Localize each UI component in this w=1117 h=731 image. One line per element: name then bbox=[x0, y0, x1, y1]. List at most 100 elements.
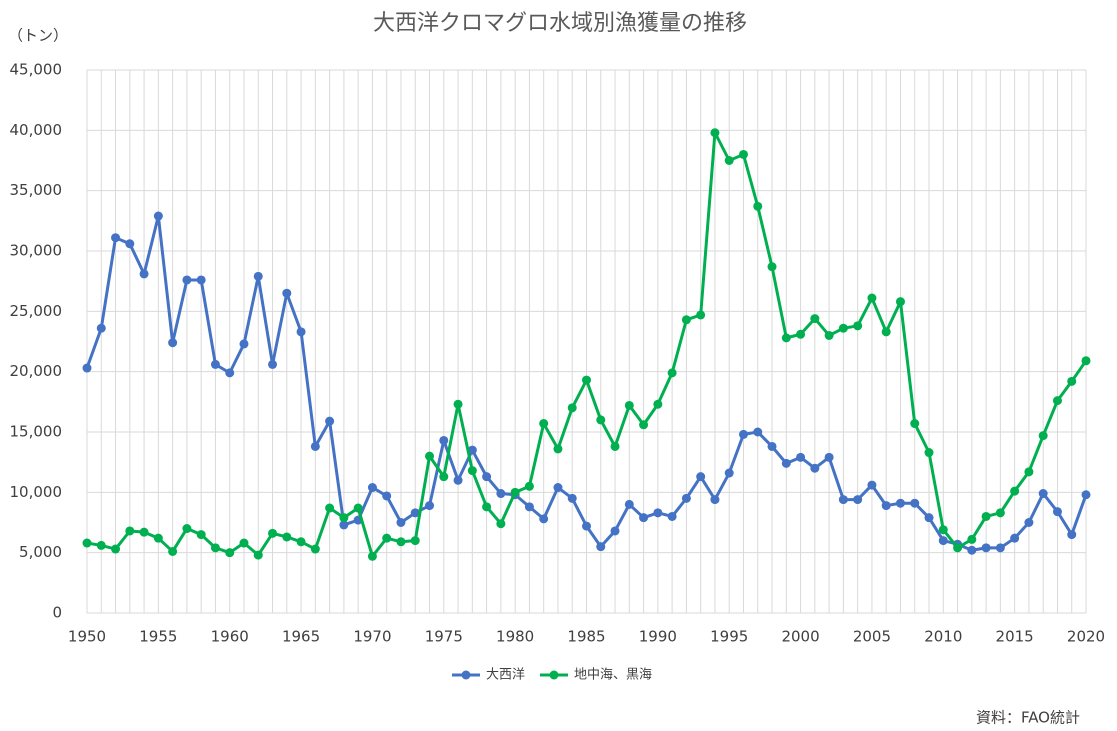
point bbox=[253, 271, 263, 281]
point bbox=[967, 534, 977, 544]
point bbox=[1081, 356, 1091, 366]
legend-marker bbox=[461, 670, 471, 680]
point bbox=[482, 472, 492, 482]
point bbox=[1067, 530, 1077, 540]
point bbox=[1024, 518, 1034, 527]
point bbox=[482, 502, 492, 512]
point bbox=[539, 419, 549, 429]
point bbox=[995, 543, 1005, 553]
point bbox=[396, 537, 406, 547]
point bbox=[153, 533, 163, 543]
legend-label: 地中海、黒海 bbox=[574, 668, 652, 683]
point bbox=[339, 520, 349, 530]
x-tick-label: 1970 bbox=[353, 628, 391, 646]
point bbox=[125, 239, 135, 249]
point bbox=[510, 487, 520, 497]
point bbox=[924, 448, 934, 458]
point bbox=[168, 546, 178, 556]
x-tick-label: 1960 bbox=[211, 628, 249, 646]
point bbox=[182, 524, 192, 534]
x-tick-label: 2010 bbox=[924, 628, 962, 646]
point bbox=[339, 513, 349, 523]
point bbox=[910, 419, 920, 429]
point bbox=[253, 550, 263, 560]
point bbox=[867, 480, 877, 490]
point bbox=[139, 269, 149, 279]
point bbox=[410, 536, 420, 546]
y-tick-label: 0 bbox=[52, 604, 62, 622]
point bbox=[496, 519, 506, 529]
point bbox=[696, 310, 706, 320]
point bbox=[353, 503, 363, 513]
point bbox=[639, 513, 649, 523]
point bbox=[781, 458, 791, 468]
x-tick-label: 1950 bbox=[68, 628, 106, 646]
point bbox=[553, 483, 563, 493]
point bbox=[639, 420, 649, 430]
point bbox=[1067, 376, 1077, 386]
y-tick-label: 5,000 bbox=[19, 543, 62, 561]
point bbox=[168, 338, 178, 348]
point bbox=[239, 538, 249, 548]
point bbox=[182, 275, 192, 285]
point bbox=[582, 375, 591, 385]
point bbox=[225, 368, 235, 378]
point bbox=[738, 149, 748, 159]
point bbox=[1010, 533, 1020, 543]
point bbox=[724, 468, 734, 478]
point bbox=[196, 275, 206, 285]
point bbox=[610, 526, 620, 536]
point bbox=[938, 536, 948, 546]
y-tick-label: 30,000 bbox=[10, 242, 63, 260]
point bbox=[667, 368, 677, 378]
point bbox=[96, 323, 106, 333]
y-tick-label: 15,000 bbox=[10, 423, 63, 441]
point bbox=[467, 466, 477, 476]
chart-title: 大西洋クロマグロ水域別漁獲量の推移 bbox=[373, 11, 747, 36]
point bbox=[539, 514, 549, 524]
point bbox=[382, 533, 392, 543]
point bbox=[210, 543, 220, 553]
point bbox=[111, 544, 121, 554]
point bbox=[653, 399, 663, 409]
point bbox=[268, 528, 278, 538]
y-tick-label: 45,000 bbox=[10, 61, 63, 79]
x-tick-label: 1990 bbox=[639, 628, 677, 646]
point bbox=[853, 321, 863, 331]
point bbox=[282, 532, 292, 542]
point bbox=[1081, 490, 1091, 500]
point bbox=[496, 489, 506, 499]
point bbox=[139, 527, 149, 537]
point bbox=[268, 359, 278, 369]
point bbox=[96, 540, 106, 550]
point bbox=[111, 233, 121, 243]
y-tick-label: 20,000 bbox=[10, 362, 63, 380]
y-unit: （トン） bbox=[8, 27, 68, 45]
point bbox=[225, 548, 235, 558]
point bbox=[810, 314, 820, 324]
point bbox=[796, 452, 806, 462]
x-tick-label: 1965 bbox=[282, 628, 320, 646]
y-tick-label: 25,000 bbox=[10, 302, 63, 320]
point bbox=[82, 538, 92, 548]
x-tick-label: 1955 bbox=[139, 628, 177, 646]
point bbox=[767, 262, 777, 272]
point bbox=[810, 463, 820, 473]
point bbox=[596, 415, 606, 425]
point bbox=[967, 545, 977, 555]
point bbox=[1038, 489, 1048, 499]
legend-marker bbox=[549, 670, 559, 680]
point bbox=[881, 327, 891, 337]
point bbox=[367, 551, 377, 561]
point bbox=[410, 508, 420, 518]
point bbox=[467, 445, 477, 455]
point bbox=[310, 441, 320, 451]
point bbox=[738, 429, 748, 439]
point bbox=[210, 359, 220, 369]
point bbox=[325, 503, 335, 513]
point bbox=[824, 452, 834, 462]
point bbox=[382, 491, 392, 501]
point bbox=[767, 441, 777, 451]
point bbox=[853, 495, 863, 505]
